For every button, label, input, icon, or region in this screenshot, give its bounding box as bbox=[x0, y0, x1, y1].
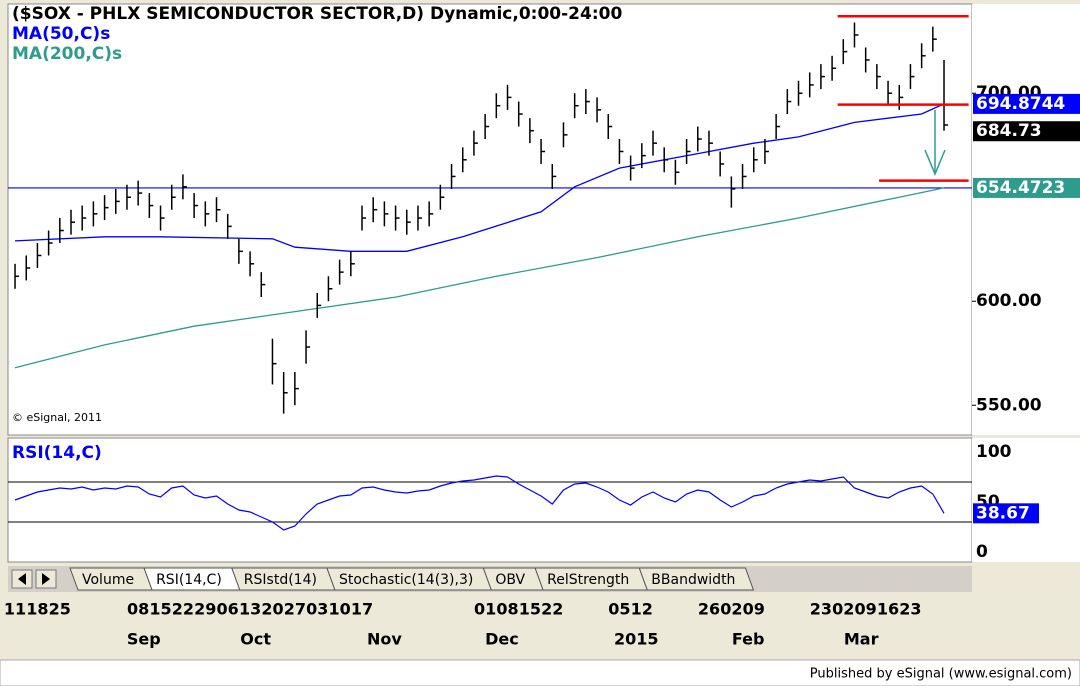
x-tick-label: 16 bbox=[877, 600, 899, 619]
chart-title: ($SOX - PHLX SEMICONDUCTOR SECTOR,D) Dyn… bbox=[12, 4, 622, 24]
ma200-value: 654.4723 bbox=[976, 178, 1065, 198]
x-tick-label: 05 bbox=[608, 600, 630, 619]
x-tick-label: 06 bbox=[217, 600, 239, 619]
arrow-head bbox=[924, 149, 946, 176]
month-label: Oct bbox=[240, 630, 271, 649]
month-label: Mar bbox=[844, 630, 879, 649]
y-tick-label: 600.00 bbox=[976, 291, 1042, 311]
x-tick-label: 22 bbox=[541, 600, 563, 619]
legend-entry: MA(50,C)s bbox=[12, 24, 110, 44]
x-tick-label: 08 bbox=[127, 600, 149, 619]
x-tick-label: 15 bbox=[149, 600, 171, 619]
x-tick-label: 12 bbox=[631, 600, 653, 619]
x-tick-label: 10 bbox=[328, 600, 350, 619]
rsi-line bbox=[14, 475, 945, 531]
close-value: 684.73 bbox=[976, 121, 1042, 141]
price-panel bbox=[7, 3, 973, 436]
scroll-right-icon bbox=[42, 573, 50, 585]
tab-label[interactable]: Volume bbox=[82, 572, 134, 588]
x-tick-label: 09 bbox=[743, 600, 765, 619]
x-tick-label: 02 bbox=[832, 600, 854, 619]
x-tick-label: 26 bbox=[698, 600, 720, 619]
month-label: Feb bbox=[732, 630, 765, 649]
month-label: Dec bbox=[485, 630, 519, 649]
month-label: Nov bbox=[367, 630, 402, 649]
footer-bar bbox=[0, 659, 1080, 686]
x-tick-label: 23 bbox=[810, 600, 832, 619]
footer: Published by eSignal (www.esignal.com) bbox=[810, 667, 1072, 682]
moving-average bbox=[14, 103, 945, 252]
x-tick-label: 18 bbox=[26, 600, 48, 619]
ma50-value-box bbox=[973, 93, 1080, 114]
x-tick-label: 25 bbox=[49, 600, 71, 619]
y-tick-label: 550.00 bbox=[976, 395, 1042, 415]
x-tick-label: 17 bbox=[351, 600, 373, 619]
legend-entry: MA(200,C)s bbox=[12, 44, 122, 64]
x-tick-label: 20 bbox=[261, 600, 283, 619]
copyright: © eSignal, 2011 bbox=[12, 411, 102, 424]
moving-average bbox=[14, 187, 945, 369]
month-label: Sep bbox=[127, 630, 161, 649]
price-axis bbox=[972, 4, 1080, 435]
rsi-value-box bbox=[973, 503, 1039, 524]
x-tick-label: 08 bbox=[496, 600, 518, 619]
tab-label[interactable]: OBV bbox=[495, 572, 525, 588]
x-tick-label: 27 bbox=[284, 600, 306, 619]
ma200-value-box bbox=[973, 177, 1080, 198]
x-tick-label: 15 bbox=[519, 600, 541, 619]
tab-label[interactable]: RSI(14,C) bbox=[156, 572, 222, 588]
close-value-box bbox=[973, 121, 1080, 142]
x-tick-label: 03 bbox=[306, 600, 328, 619]
rsi-title: RSI(14,C) bbox=[12, 443, 102, 463]
y-tick-label: 100 bbox=[976, 442, 1012, 462]
tab[interactable] bbox=[638, 567, 755, 591]
x-tick-label: 13 bbox=[239, 600, 261, 619]
rsi-panel bbox=[7, 437, 973, 563]
scroll-left-icon bbox=[18, 573, 26, 585]
rsi-axis bbox=[972, 438, 1080, 562]
tab-label[interactable]: BBandwidth bbox=[651, 572, 735, 588]
x-tick-label: 11 bbox=[4, 600, 26, 619]
x-tick-label: 29 bbox=[194, 600, 216, 619]
rsi-value: 38.67 bbox=[976, 503, 1030, 523]
ma50-value: 694.8744 bbox=[976, 94, 1065, 114]
tab-label[interactable]: RelStrength bbox=[547, 572, 629, 588]
x-tick-label: 02 bbox=[720, 600, 742, 619]
month-label: 2015 bbox=[614, 630, 659, 649]
x-tick-label: 09 bbox=[855, 600, 877, 619]
x-tick-label: 23 bbox=[899, 600, 921, 619]
y-tick-label: 0 bbox=[976, 542, 988, 562]
arrow bbox=[924, 110, 946, 176]
tab-label[interactable]: Stochastic(14(3),3) bbox=[339, 572, 473, 588]
tab-label[interactable]: RSIstd(14) bbox=[244, 572, 317, 588]
x-tick-label: 22 bbox=[172, 600, 194, 619]
x-tick-label: 01 bbox=[474, 600, 496, 619]
